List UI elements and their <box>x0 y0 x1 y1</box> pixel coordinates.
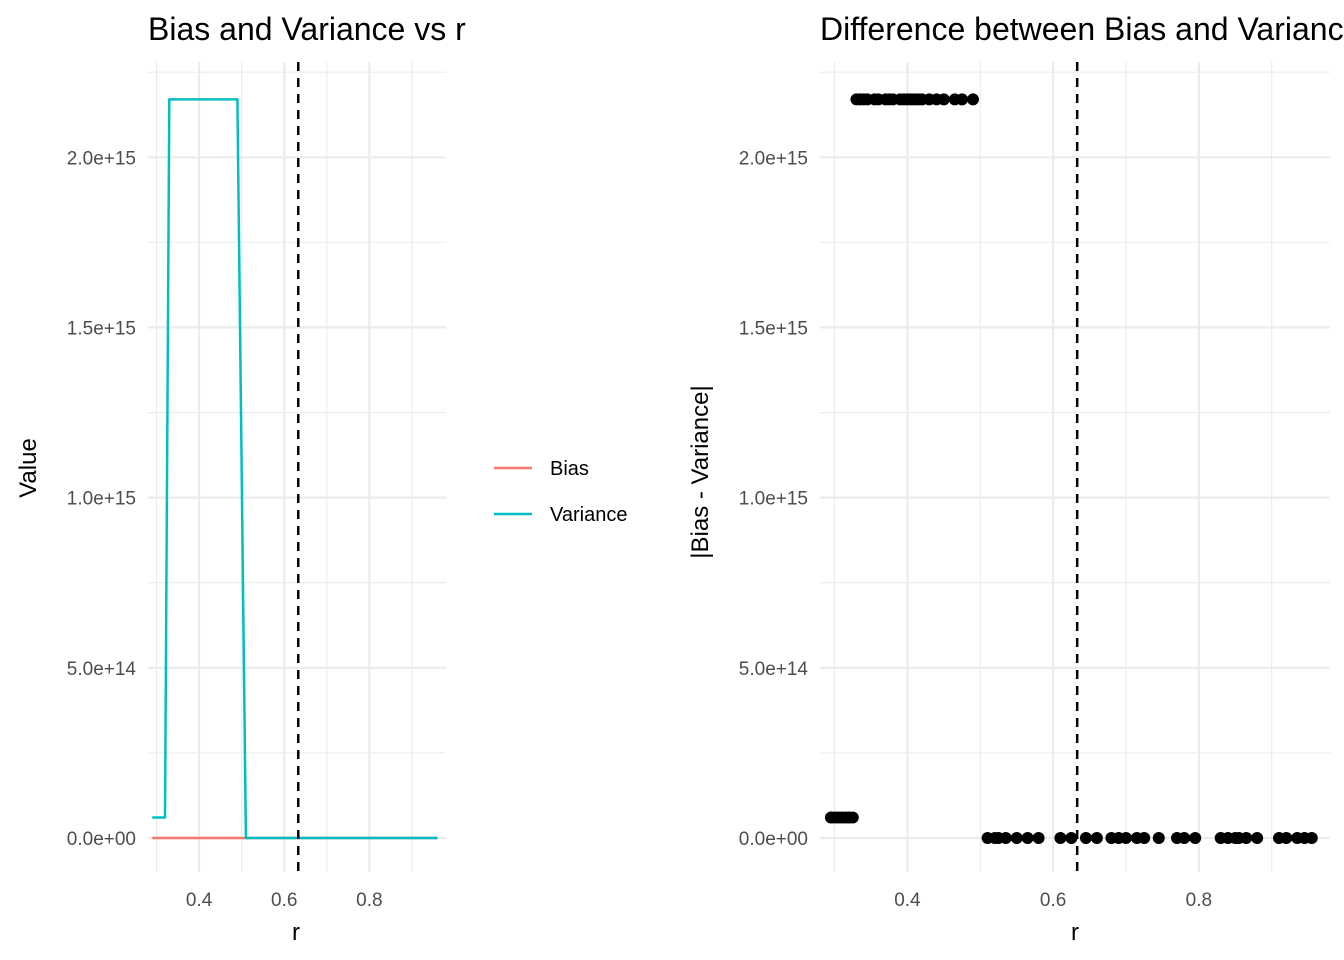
grid <box>820 62 1330 872</box>
y-tick-label: 0.0e+00 <box>739 829 808 850</box>
x-tick-label: 0.4 <box>894 890 921 911</box>
data-point <box>1021 831 1034 844</box>
x-tick-label: 0.8 <box>356 890 382 911</box>
chart-title: Bias and Variance vs r <box>148 11 466 47</box>
x-axis-label: r <box>1071 919 1079 946</box>
y-tick-label: 2.0e+15 <box>67 148 136 169</box>
panel-bias-variance: 0.4 0.6 0.8 0.0e+00 5.0e+14 1.0e+15 1.5e+15 2.0… <box>15 11 627 946</box>
data-point <box>1010 831 1023 844</box>
y-tick-label: 1.5e+15 <box>739 318 808 339</box>
x-tick-label: 0.6 <box>271 890 297 911</box>
x-axis-label: r <box>292 919 300 946</box>
data-point <box>1280 831 1293 844</box>
y-axis-label: |Bias - Variance| <box>687 385 714 558</box>
y-tick-label: 1.0e+15 <box>739 489 808 510</box>
data-point <box>1079 831 1092 844</box>
x-tick-label: 0.4 <box>186 890 213 911</box>
y-tick-label: 2.0e+15 <box>739 148 808 169</box>
y-tick-label: 1.0e+15 <box>67 489 136 510</box>
y-axis-label: Value <box>15 438 42 498</box>
grid <box>148 62 446 872</box>
data-point <box>1120 831 1132 844</box>
data-point <box>937 93 950 106</box>
data-point <box>1032 831 1045 844</box>
panel-difference: 0.4 0.6 0.8 0.0e+00 5.0e+14 1.0e+15 1.5e+15 2.0… <box>687 11 1344 946</box>
data-point <box>1240 831 1253 844</box>
data-point <box>1065 831 1078 844</box>
data-point <box>1090 831 1103 844</box>
legend-label-variance: Variance <box>550 504 627 526</box>
data-point <box>846 811 859 824</box>
data-point <box>1054 831 1067 844</box>
data-point <box>967 93 979 106</box>
series-layer <box>824 93 1318 844</box>
data-point <box>1178 831 1191 844</box>
y-tick-label: 1.5e+15 <box>67 318 136 339</box>
x-tick-label: 0.6 <box>1040 890 1066 911</box>
data-point <box>1305 831 1318 844</box>
data-point <box>956 93 969 106</box>
series-layer <box>152 98 438 840</box>
data-point <box>1189 831 1202 844</box>
data-point <box>1152 831 1165 844</box>
y-tick-label: 0.0e+00 <box>67 829 136 850</box>
y-tick-label: 5.0e+14 <box>67 659 137 680</box>
y-tick-label: 5.0e+14 <box>739 659 809 680</box>
tick-labels: 0.4 0.6 0.8 0.0e+00 5.0e+14 1.0e+15 1.5e+15 2.0… <box>739 148 1212 911</box>
tick-labels: 0.4 0.6 0.8 0.0e+00 5.0e+14 1.0e+15 1.5e+15 2.0… <box>67 148 383 911</box>
legend: Bias Variance <box>494 458 627 526</box>
data-point <box>1138 831 1151 844</box>
x-tick-label: 0.8 <box>1186 890 1212 911</box>
legend-label-bias: Bias <box>550 458 589 480</box>
series-line-variance <box>152 98 438 840</box>
chart-title: Difference between Bias and Variance <box>820 11 1344 47</box>
data-point <box>999 831 1012 844</box>
data-point <box>1251 831 1264 844</box>
